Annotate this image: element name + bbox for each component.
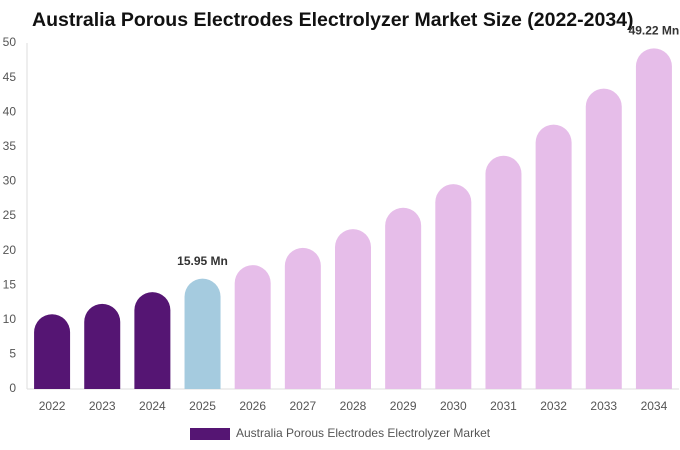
bar (485, 155, 522, 389)
x-tick-label: 2028 (340, 399, 367, 413)
bar (284, 247, 321, 389)
x-tick-label: 2024 (139, 399, 166, 413)
y-tick-label: 10 (3, 312, 17, 326)
legend-swatch (190, 428, 230, 440)
bar (435, 184, 472, 389)
y-tick-label: 25 (3, 208, 17, 222)
value-label: 49.22 Mn (629, 24, 680, 38)
bar (385, 207, 422, 389)
y-tick-label: 35 (3, 139, 17, 153)
x-tick-label: 2033 (590, 399, 617, 413)
bar (535, 124, 572, 389)
x-tick-label: 2030 (440, 399, 467, 413)
x-tick-label: 2022 (39, 399, 66, 413)
y-tick-label: 45 (3, 70, 17, 84)
x-tick-label: 2023 (89, 399, 116, 413)
bar (234, 265, 271, 389)
bar (134, 292, 171, 389)
y-tick-label: 30 (3, 174, 17, 188)
x-tick-label: 2027 (289, 399, 316, 413)
bar (335, 229, 371, 389)
x-tick-label: 2029 (390, 399, 417, 413)
bar (184, 278, 221, 389)
bar (635, 48, 672, 390)
y-tick-label: 5 (9, 347, 16, 361)
bar (585, 88, 622, 390)
legend-label: Australia Porous Electrodes Electrolyzer… (236, 426, 491, 440)
y-tick-label: 40 (3, 104, 17, 118)
y-tick-label: 0 (9, 381, 16, 395)
x-tick-label: 2034 (641, 399, 668, 413)
x-tick-label: 2026 (239, 399, 266, 413)
y-tick-label: 15 (3, 277, 17, 291)
bar (34, 314, 71, 389)
x-tick-label: 2031 (490, 399, 517, 413)
value-label: 15.95 Mn (177, 254, 228, 268)
x-tick-label: 2025 (189, 399, 216, 413)
y-tick-label: 20 (3, 243, 17, 257)
chart-title: Australia Porous Electrodes Electrolyzer… (32, 9, 634, 31)
y-tick-label: 50 (3, 35, 17, 49)
bar (84, 303, 121, 389)
x-tick-label: 2032 (540, 399, 567, 413)
